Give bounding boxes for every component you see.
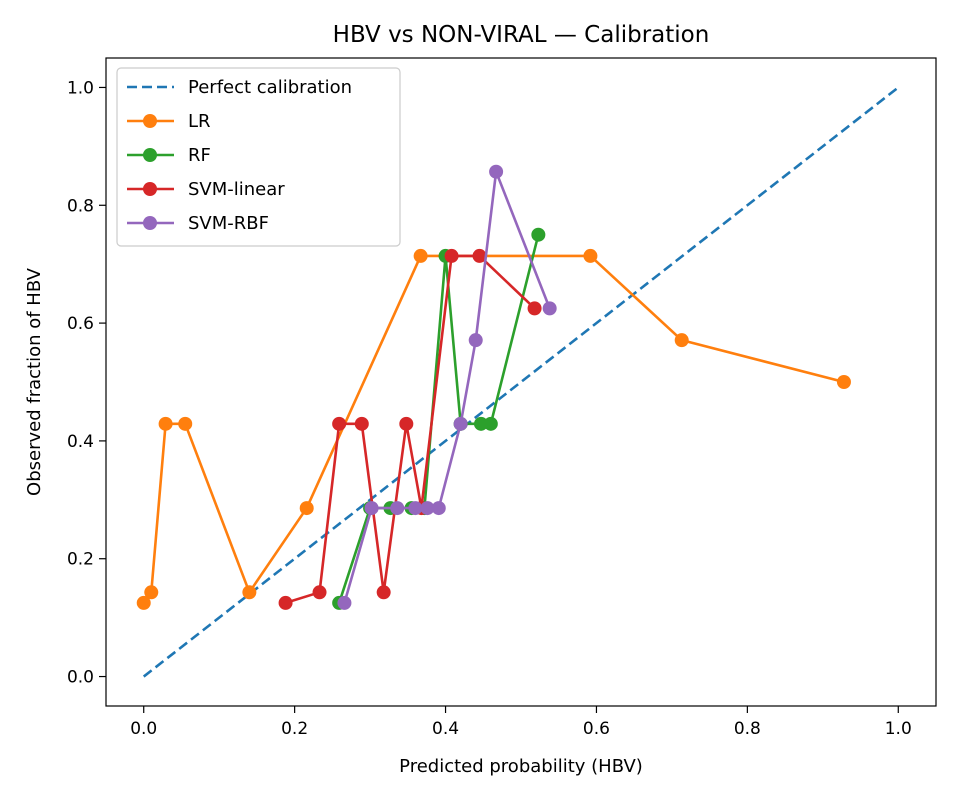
data-point-lr bbox=[299, 501, 314, 516]
data-point-svm-rbf bbox=[453, 416, 468, 431]
data-point-rf bbox=[531, 227, 546, 242]
x-tick-label: 0.4 bbox=[432, 719, 459, 739]
y-tick-label: 1.0 bbox=[67, 78, 94, 98]
data-point-rf bbox=[483, 416, 498, 431]
data-point-svm-rbf bbox=[542, 301, 557, 316]
data-point-svm-linear bbox=[472, 248, 487, 263]
data-point-svm-linear bbox=[527, 301, 542, 316]
legend-marker-rf bbox=[143, 148, 157, 162]
data-point-svm-linear bbox=[278, 595, 293, 610]
y-tick-label: 0.2 bbox=[67, 550, 94, 570]
chart-title: HBV vs NON-VIRAL — Calibration bbox=[333, 22, 710, 48]
data-point-svm-linear bbox=[399, 416, 414, 431]
y-tick-label: 0.8 bbox=[67, 196, 94, 216]
legend-label-perfect-calibration: Perfect calibration bbox=[188, 77, 352, 98]
axis-ticks: 0.0 0.2 0.4 0.6 0.8 1.0 0.0 0.2 0.4 0.6 0.8 1.0 bbox=[67, 78, 912, 739]
data-point-svm-rbf bbox=[390, 501, 405, 516]
data-point-svm-linear bbox=[444, 248, 459, 263]
y-axis-label: Observed fraction of HBV bbox=[24, 267, 45, 496]
plot-frame bbox=[105, 57, 937, 707]
data-point-svm-rbf bbox=[431, 501, 446, 516]
data-point-lr bbox=[674, 333, 689, 348]
data-point-svm-rbf bbox=[468, 333, 483, 348]
y-tick-label: 0.0 bbox=[67, 668, 94, 688]
data-point-svm-linear bbox=[354, 416, 369, 431]
data-point-svm-rbf bbox=[408, 501, 423, 516]
x-tick-label: 0.6 bbox=[583, 719, 610, 739]
x-tick-label: 0.0 bbox=[130, 719, 157, 739]
legend-marker-lr bbox=[143, 114, 157, 128]
data-point-svm-linear bbox=[332, 416, 347, 431]
data-point-lr bbox=[178, 416, 193, 431]
y-tick-label: 0.4 bbox=[67, 432, 94, 452]
legend-label-lr: LR bbox=[188, 111, 211, 132]
legend-box bbox=[116, 67, 401, 247]
data-point-lr bbox=[144, 585, 159, 600]
data-point-svm-rbf bbox=[420, 501, 435, 516]
data-point-lr bbox=[242, 585, 257, 600]
legend-label-rf: RF bbox=[188, 145, 211, 166]
data-point-svm-linear bbox=[312, 585, 327, 600]
legend: Perfect calibration LR RF SVM-linear SVM-RBF bbox=[116, 67, 401, 247]
perfect-calibration-line bbox=[142, 86, 900, 678]
data-point-rf bbox=[474, 416, 489, 431]
x-tick-label: 0.2 bbox=[281, 719, 308, 739]
data-point-svm-rbf bbox=[489, 164, 504, 179]
x-tick-label: 1.0 bbox=[885, 719, 912, 739]
plot-area bbox=[136, 86, 900, 678]
data-point-lr bbox=[413, 248, 428, 263]
series-line-lr bbox=[142, 254, 845, 604]
data-point-lr bbox=[836, 375, 851, 389]
x-axis-label: Predicted probability (HBV) bbox=[399, 756, 643, 777]
data-point-lr bbox=[583, 248, 598, 263]
y-tick-label: 0.6 bbox=[67, 314, 94, 334]
data-point-svm-rbf bbox=[337, 595, 352, 610]
legend-label-svm-linear: SVM-linear bbox=[188, 179, 285, 200]
legend-label-svm-rbf: SVM-RBF bbox=[188, 213, 269, 234]
legend-marker-svm-linear bbox=[143, 182, 157, 196]
data-point-lr bbox=[136, 595, 151, 610]
x-tick-label: 0.8 bbox=[734, 719, 761, 739]
data-point-lr bbox=[158, 416, 173, 431]
data-point-svm-rbf bbox=[364, 501, 379, 516]
data-point-svm-linear bbox=[376, 585, 391, 600]
legend-marker-svm-rbf bbox=[143, 216, 157, 230]
